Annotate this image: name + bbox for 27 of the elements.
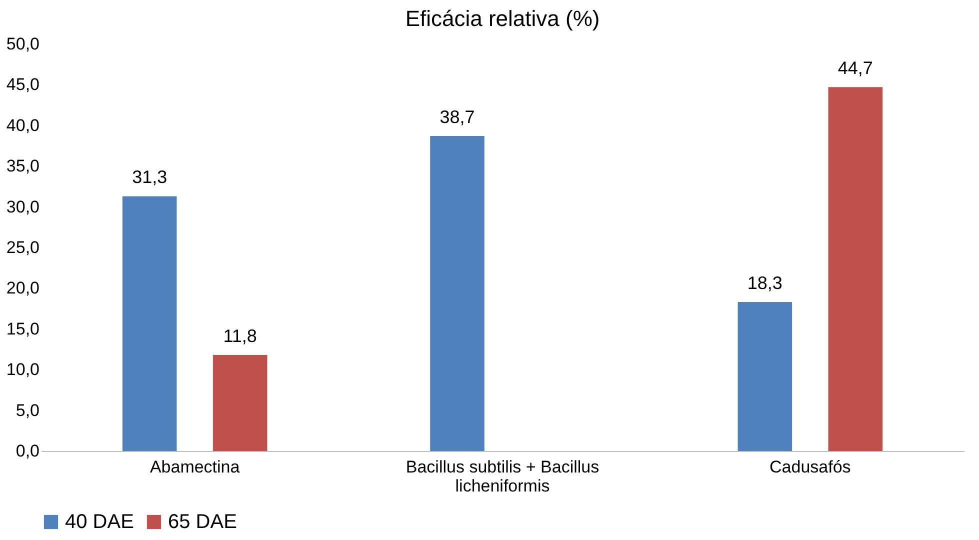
bar xyxy=(738,302,792,451)
y-tick-label: 25,0 xyxy=(6,238,40,257)
bar xyxy=(122,196,177,451)
data-label: 38,7 xyxy=(440,106,475,127)
y-tick-label: 20,0 xyxy=(6,278,40,298)
y-tick-label: 10,0 xyxy=(6,360,40,380)
legend-label: 40 DAE xyxy=(65,511,134,533)
data-label: 44,7 xyxy=(838,58,873,78)
data-label: 31,3 xyxy=(132,167,168,188)
y-tick-label: 35,0 xyxy=(6,156,40,176)
y-tick-label: 15,0 xyxy=(6,319,40,338)
x-tick-label: Cadusafós xyxy=(770,458,851,476)
data-label: 18,3 xyxy=(747,273,782,294)
bar xyxy=(212,354,268,451)
y-tick-label: 5,0 xyxy=(16,400,40,420)
chart-title: Eficácia relativa (%) xyxy=(405,6,600,31)
y-tick-label: 45,0 xyxy=(6,75,40,94)
bar xyxy=(430,136,484,451)
y-tick-label: 0,0 xyxy=(16,442,40,460)
x-tick-label: Abamectina xyxy=(150,458,240,476)
bar xyxy=(828,87,883,451)
data-label: 11,8 xyxy=(223,326,257,346)
x-tick-label: Bacillus subtilis + Bacillus licheniformis xyxy=(406,458,600,496)
legend-label: 65 DAE xyxy=(168,511,237,533)
y-tick-label: 50,0 xyxy=(6,34,40,54)
y-tick-label: 30,0 xyxy=(6,197,40,216)
y-tick-label: 40,0 xyxy=(6,116,40,135)
